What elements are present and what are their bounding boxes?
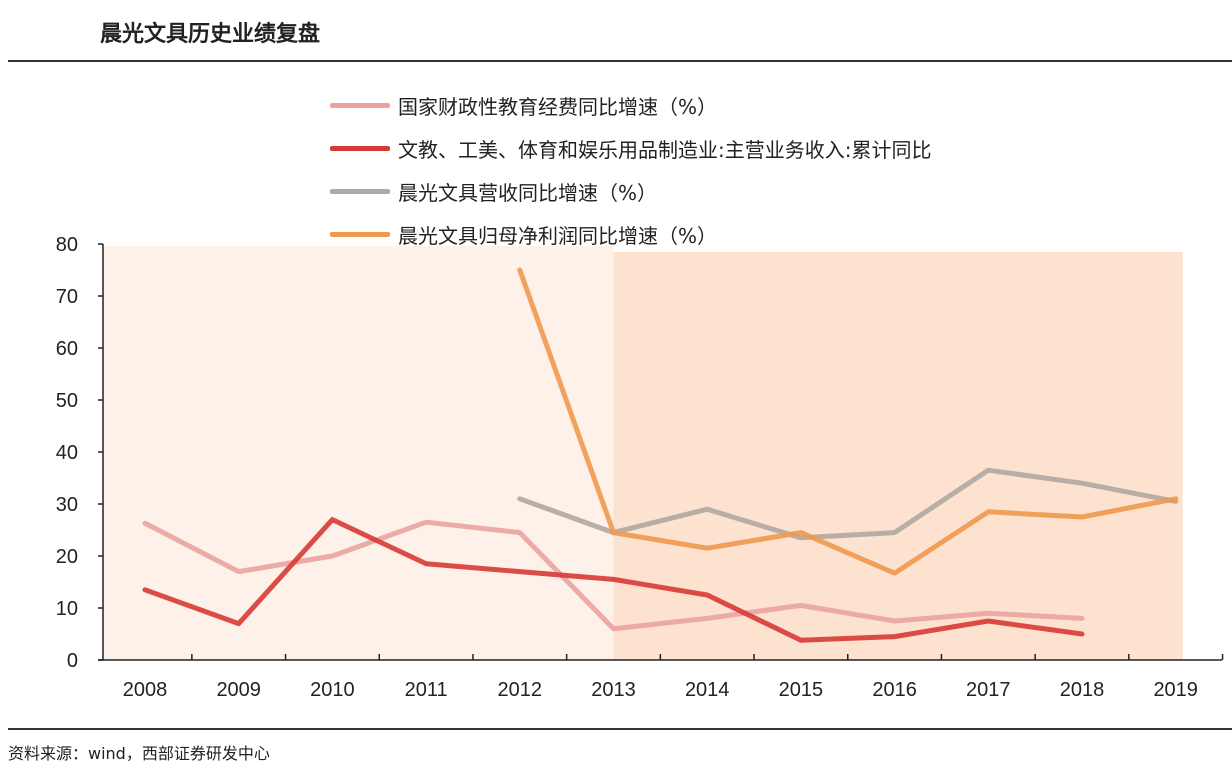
legend-swatch [330,103,390,108]
legend-label: 晨光文具营收同比增速（%） [398,181,658,205]
x-tick-label: 2013 [591,679,636,701]
x-tick-label: 2017 [966,679,1011,701]
y-tick-label: 0 [67,650,78,672]
y-tick-label: 30 [56,494,78,516]
legend-item: 晨光文具归母净利润同比增速（%） [330,213,931,256]
x-tick-label: 2009 [216,679,261,701]
x-tick-label: 2019 [1153,679,1198,701]
series-line-2 [517,467,1179,541]
x-tick-label: 2010 [310,679,355,701]
x-tick-label: 2008 [123,679,168,701]
x-tick-label: 2014 [685,679,730,701]
legend-item: 晨光文具营收同比增速（%） [330,170,931,213]
legend-swatch [330,146,390,151]
y-tick-label: 40 [56,442,78,464]
source-note: 资料来源：wind，西部证券研发中心 [8,744,270,763]
legend-label: 文教、工美、体育和娱乐用品制造业:主营业务收入:累计同比 [398,138,932,162]
legend-label: 国家财政性教育经费同比增速（%） [398,95,718,119]
legend-swatch [330,189,390,194]
x-tick-label: 2011 [405,679,448,701]
x-tick-label: 2012 [498,679,543,701]
x-tick-label: 2018 [1060,679,1105,701]
legend: 国家财政性教育经费同比增速（%） 文教、工美、体育和娱乐用品制造业:主营业务收入… [330,84,931,256]
x-tick-label: 2016 [872,679,917,701]
title-divider [8,60,1232,62]
y-tick-label: 10 [56,598,78,620]
footer-divider [8,728,1232,730]
x-tick-label: 2015 [779,679,824,701]
y-tick-label: 70 [56,286,78,308]
legend-label: 晨光文具归母净利润同比增速（%） [398,224,718,248]
series-line-3 [517,267,1179,576]
shaded-region [103,246,614,660]
y-tick-label: 60 [56,338,78,360]
y-tick-label: 80 [56,234,78,256]
legend-swatch [330,232,390,237]
legend-item: 国家财政性教育经费同比增速（%） [330,84,931,127]
shaded-region [613,252,1183,660]
y-tick-label: 20 [56,546,78,568]
y-tick-label: 50 [56,390,78,412]
page-title: 晨光文具历史业绩复盘 [100,22,321,47]
legend-item: 文教、工美、体育和娱乐用品制造业:主营业务收入:累计同比 [330,127,931,170]
